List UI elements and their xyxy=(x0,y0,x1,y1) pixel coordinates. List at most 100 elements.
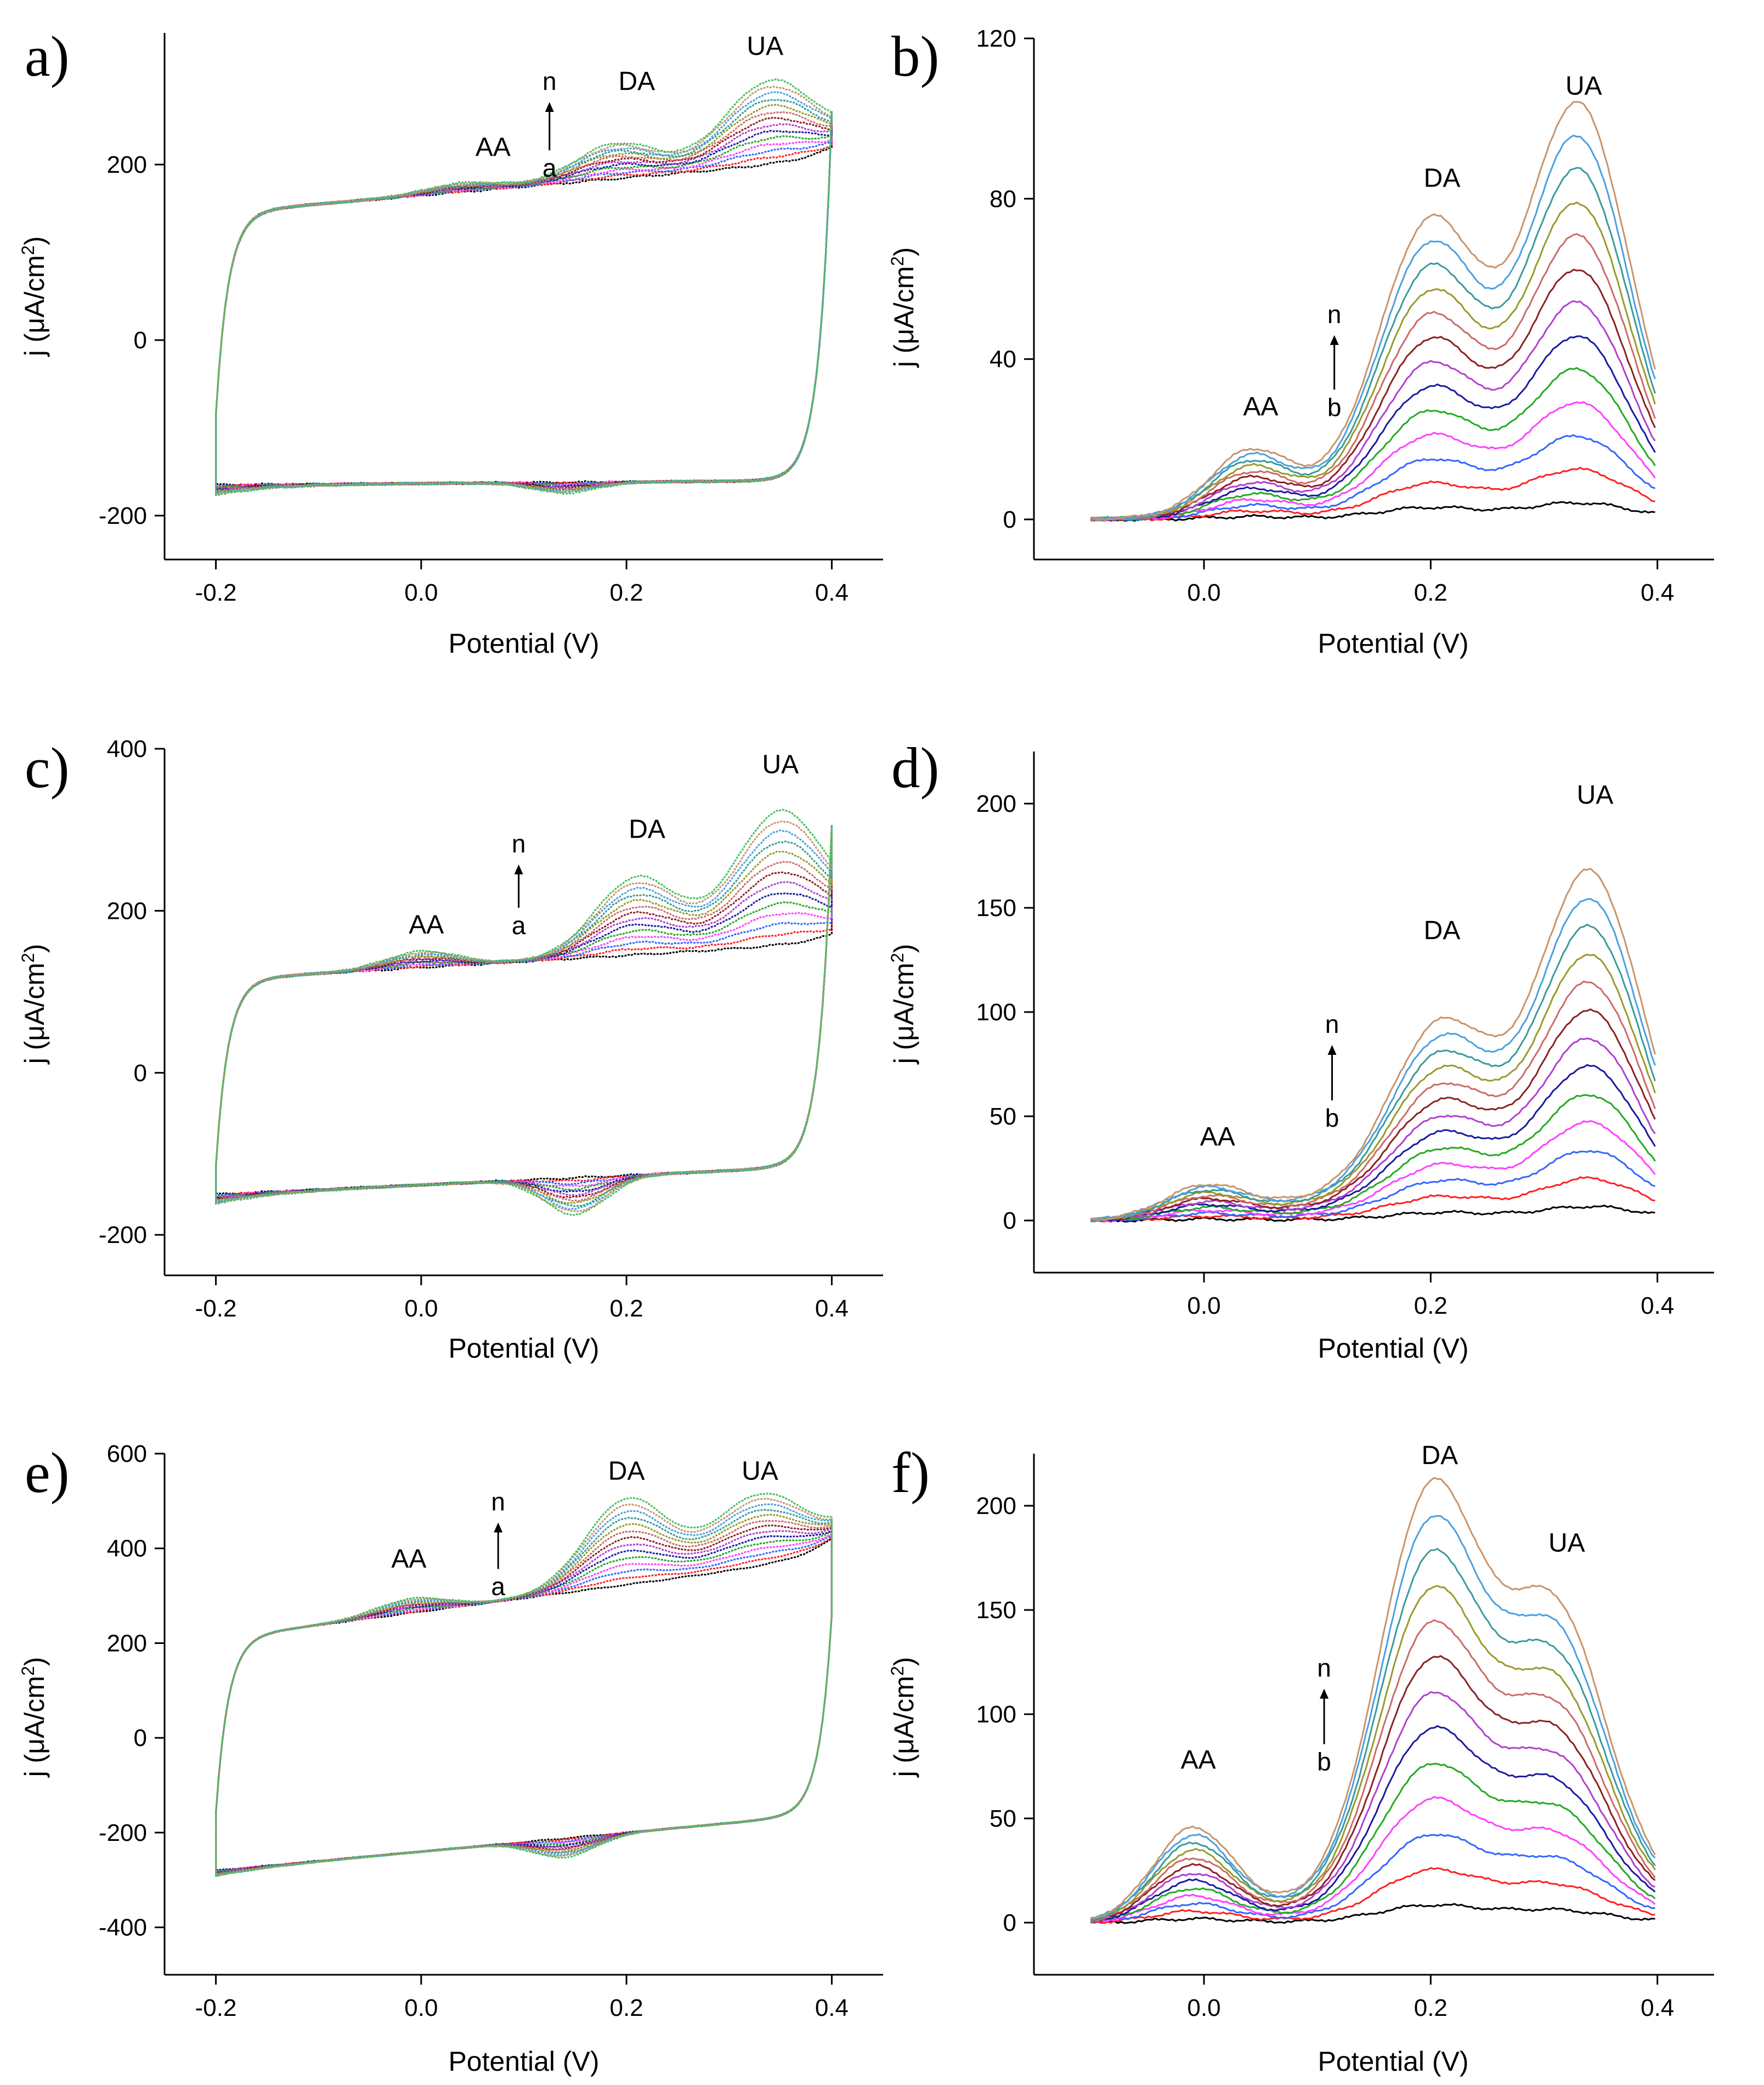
dpv-curve-f-5 xyxy=(1090,1762,1656,1924)
series-group-f xyxy=(1090,1477,1656,1924)
plot-c: -0.2 0.0 0.2 0.4 -200 0 200 400 AA DA UA n a xyxy=(99,736,883,1322)
y-tick-label: 0 xyxy=(1003,506,1016,533)
annotation-aa-c: AA xyxy=(409,911,444,940)
y-tick-label: 400 xyxy=(107,736,147,762)
annotation-ua-e: UA xyxy=(742,1457,778,1486)
annotation-ua-c: UA xyxy=(762,750,799,779)
y-axis-title-e: j (μA/cm2) xyxy=(18,1657,50,1778)
series-group-b xyxy=(1090,101,1656,522)
x-tick-label: -0.2 xyxy=(195,1295,237,1322)
dpv-curve-f-2 xyxy=(1090,1867,1655,1924)
arrow-label-bottom-b: b xyxy=(1327,393,1342,421)
arrow-label-bottom-d: b xyxy=(1325,1104,1339,1132)
dpv-curve-f-1 xyxy=(1090,1903,1655,1924)
y-tick-label: 200 xyxy=(976,790,1016,817)
dpv-curve-b-8 xyxy=(1090,268,1656,522)
dpv-curve-f-6 xyxy=(1090,1725,1656,1921)
y-tick-label: 200 xyxy=(107,1630,147,1657)
annotation-aa-f: AA xyxy=(1181,1745,1216,1775)
y-tick-label: 50 xyxy=(990,1103,1016,1130)
y-tick-label: 150 xyxy=(976,895,1016,922)
y-axis-title-a: j (μA/cm2) xyxy=(18,236,50,358)
x-tick-label: 0.0 xyxy=(404,1994,438,2021)
y-tick-label: 200 xyxy=(107,151,147,178)
x-tick-label: 0.2 xyxy=(610,1994,643,2021)
x-tick-label: 0.2 xyxy=(610,579,643,606)
y-tick-label: 200 xyxy=(107,897,147,924)
arrow-head-e xyxy=(494,1522,503,1533)
x-axis-title-d: Potential (V) xyxy=(1318,1333,1468,1364)
x-axis-title-b: Potential (V) xyxy=(1318,628,1468,659)
panel-d: 0.0 0.2 0.4 0 50 100 150 200 AA DA UA n b d) Potenti… xyxy=(887,736,1714,1364)
cv-curve-a-14 xyxy=(215,78,833,496)
dpv-curve-f-7 xyxy=(1090,1691,1656,1923)
cv-curve-e-14 xyxy=(215,1493,833,1877)
x-axis-title-f: Potential (V) xyxy=(1318,2046,1468,2077)
dpv-curve-d-9 xyxy=(1090,980,1656,1222)
annotation-da-a: DA xyxy=(619,67,655,96)
annotation-da-d: DA xyxy=(1424,916,1461,945)
y-tick-label: 50 xyxy=(990,1805,1016,1832)
panel-c: -0.2 0.0 0.2 0.4 -200 0 200 400 AA DA UA n a c) Pote… xyxy=(18,736,883,1364)
series-group-c xyxy=(215,809,833,1216)
panel-label-b: b) xyxy=(891,24,939,88)
arrow-label-bottom-e: a xyxy=(491,1572,505,1601)
arrow-label-top-e: n xyxy=(491,1488,505,1516)
arrow-label-top-b: n xyxy=(1327,300,1342,329)
dpv-curve-d-7 xyxy=(1090,1037,1656,1223)
series-group-e xyxy=(215,1493,833,1877)
plot-b: 0.0 0.2 0.4 0 40 80 120 AA DA UA n b xyxy=(976,25,1714,606)
y-tick-label: 600 xyxy=(107,1440,147,1467)
arrow-label-top-f: n xyxy=(1317,1654,1331,1682)
dpv-curve-d-8 xyxy=(1090,1008,1656,1221)
x-tick-label: 0.4 xyxy=(815,579,849,606)
dpv-curve-f-12 xyxy=(1090,1515,1656,1920)
annotation-da-c: DA xyxy=(629,815,665,844)
y-tick-label: -200 xyxy=(99,502,147,529)
arrow-head-c xyxy=(514,864,523,875)
x-axis-title-c: Potential (V) xyxy=(448,1333,599,1364)
dpv-curve-f-9 xyxy=(1090,1619,1656,1922)
panel-b: 0.0 0.2 0.4 0 40 80 120 AA DA UA n b b) Potential (… xyxy=(887,24,1714,659)
x-axis-title-e: Potential (V) xyxy=(448,2046,599,2077)
arrow-label-top-c: n xyxy=(512,829,526,858)
arrow-label-bottom-f: b xyxy=(1317,1748,1331,1776)
panel-a: -0.2 0.0 0.2 0.4 -200 0 200 AA DA UA n a a) Potenti… xyxy=(18,24,883,659)
x-tick-label: 0.0 xyxy=(1187,579,1220,606)
dpv-curve-b-12 xyxy=(1090,134,1656,521)
arrow-label-top-a: n xyxy=(542,67,557,95)
dpv-curve-b-10 xyxy=(1090,201,1656,521)
series-group-d xyxy=(1090,867,1656,1223)
x-tick-label: 0.2 xyxy=(1414,1994,1448,2021)
annotation-ua-b: UA xyxy=(1565,71,1602,100)
dpv-curve-f-8 xyxy=(1090,1655,1656,1920)
y-tick-label: 150 xyxy=(976,1597,1016,1624)
x-tick-label: 0.0 xyxy=(1187,1292,1220,1319)
dpv-curve-b-7 xyxy=(1090,300,1656,522)
panel-f: 0.0 0.2 0.4 0 50 100 150 200 AA DA UA n b f) Potenti… xyxy=(887,1440,1714,2077)
x-tick-label: -0.2 xyxy=(195,1994,237,2021)
annotation-aa-a: AA xyxy=(476,133,511,162)
x-tick-label: 0.4 xyxy=(815,1994,849,2021)
y-tick-label: -400 xyxy=(99,1914,147,1941)
dpv-curve-f-4 xyxy=(1090,1796,1656,1923)
series-group-a xyxy=(215,78,833,496)
cv-curve-e-6 xyxy=(215,1529,833,1874)
dpv-curve-d-6 xyxy=(1090,1064,1656,1222)
y-tick-label: 200 xyxy=(976,1493,1016,1519)
x-tick-label: 0.4 xyxy=(815,1295,849,1322)
annotation-da-f: DA xyxy=(1422,1441,1458,1470)
panel-label-d: d) xyxy=(891,736,939,800)
arrow-label-top-d: n xyxy=(1325,1010,1339,1038)
panel-label-e: e) xyxy=(25,1440,70,1505)
dpv-curve-f-3 xyxy=(1090,1833,1655,1923)
cv-curve-c-8 xyxy=(215,826,833,1201)
x-tick-label: 0.0 xyxy=(404,1295,438,1322)
x-tick-label: 0.2 xyxy=(1414,1292,1448,1319)
x-tick-label: 0.4 xyxy=(1641,1994,1674,2021)
annotation-aa-d: AA xyxy=(1200,1122,1235,1151)
x-tick-label: 0.4 xyxy=(1641,579,1674,606)
dpv-curve-f-13 xyxy=(1090,1477,1656,1919)
x-axis-title-a: Potential (V) xyxy=(448,628,599,659)
